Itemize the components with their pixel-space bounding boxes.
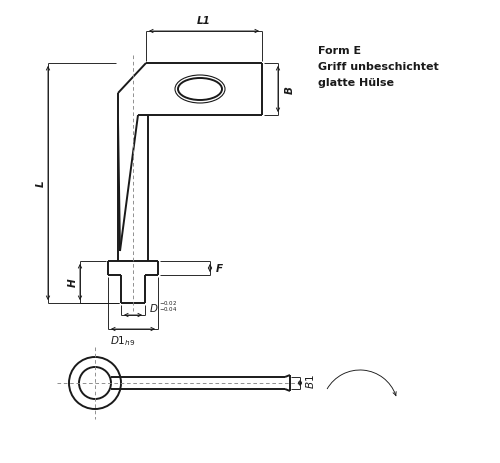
Text: $B1$: $B1$ xyxy=(304,374,316,388)
Text: F: F xyxy=(216,263,223,274)
Text: glatte Hülse: glatte Hülse xyxy=(318,78,394,88)
Text: $D$: $D$ xyxy=(149,301,158,313)
Text: L1: L1 xyxy=(197,16,211,26)
Text: Form E: Form E xyxy=(318,46,361,56)
Text: $^{-0.02}_{-0.04}$: $^{-0.02}_{-0.04}$ xyxy=(159,299,177,313)
Text: Griff unbeschichtet: Griff unbeschichtet xyxy=(318,62,439,72)
Text: H: H xyxy=(68,278,78,287)
Text: L: L xyxy=(36,180,46,187)
Text: B: B xyxy=(285,86,295,94)
Text: $D1_{h9}$: $D1_{h9}$ xyxy=(110,333,136,347)
